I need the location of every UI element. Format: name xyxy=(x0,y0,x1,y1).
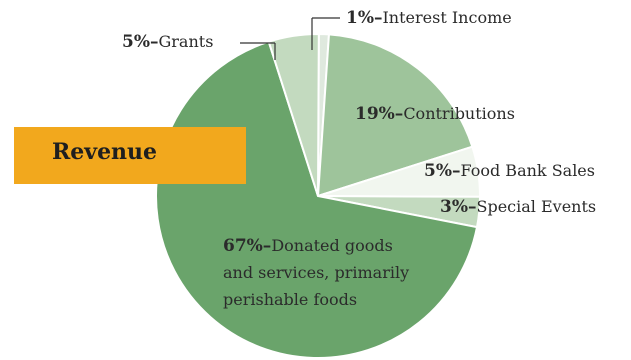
label-grants-text: Grants xyxy=(158,32,213,51)
label-food-bank-sales-text: Food Bank Sales xyxy=(460,161,595,180)
label-interest-income-pct: 1%– xyxy=(346,8,382,28)
pie-slices xyxy=(155,32,482,359)
label-food-bank-sales: 5%–Food Bank Sales xyxy=(424,161,595,181)
label-contributions-pct: 19%– xyxy=(355,104,403,124)
label-contributions: 19%–Contributions xyxy=(355,104,515,124)
label-special-events-pct: 3%– xyxy=(440,197,476,217)
label-interest-income: 1%–Interest Income xyxy=(346,8,512,28)
label-food-bank-sales-pct: 5%– xyxy=(424,161,460,181)
label-interest-income-text: Interest Income xyxy=(382,8,511,27)
label-donated-goods-pct: 67%– xyxy=(223,236,271,256)
label-grants: 5%–Grants xyxy=(122,32,213,52)
page-title: Revenue xyxy=(52,139,158,165)
label-grants-pct: 5%– xyxy=(122,32,158,52)
label-donated-goods: 67%–Donated goods xyxy=(223,236,393,256)
pie-slice-grants xyxy=(267,32,320,197)
label-donated-goods-line-2: and services, primarily xyxy=(223,263,409,282)
revenue-title-box: Revenue xyxy=(14,127,246,184)
leader-lines xyxy=(240,17,340,60)
label-special-events: 3%–Special Events xyxy=(440,197,596,217)
pie-slice-contributions xyxy=(316,33,474,198)
label-contributions-text: Contributions xyxy=(403,104,515,123)
pie-slice-donated-goods-and-services-primarily-perishable-foods xyxy=(155,40,479,359)
label-special-events-text: Special Events xyxy=(476,197,596,216)
label-donated-goods-line-1: Donated goods xyxy=(271,236,393,255)
label-donated-goods-line-3: perishable foods xyxy=(223,290,357,309)
